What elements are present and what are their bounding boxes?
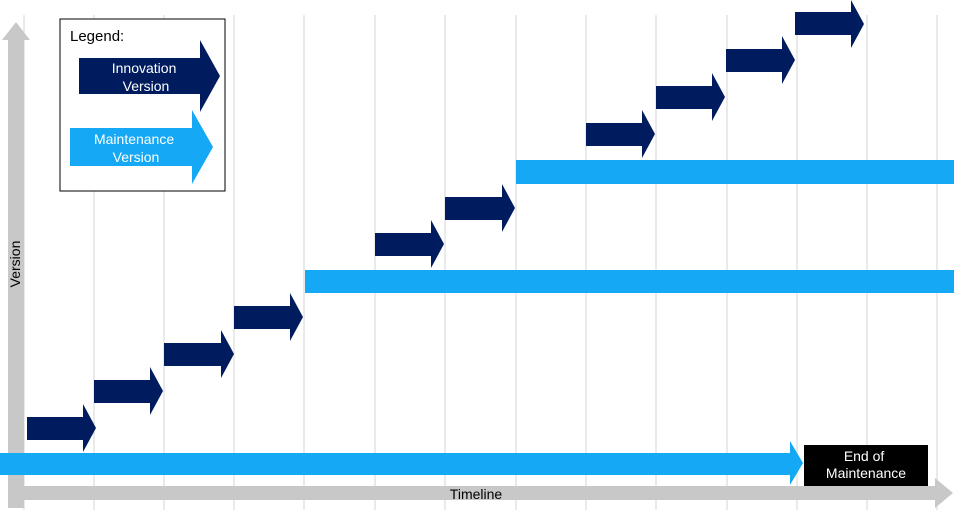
innovation-arrow [164,330,234,378]
legend-innovation-line1: Innovation [112,60,177,76]
y-axis [2,22,30,508]
legend-maintenance-arrow [70,110,213,184]
x-axis-arrow [8,478,953,508]
innovation-arrow [445,184,515,232]
innovation-arrow [586,110,655,158]
end-of-maintenance-label: End of Maintenance [826,448,906,481]
y-axis-arrow [2,22,30,508]
legend-maintenance-line1: Maintenance [94,131,174,147]
maintenance-versions [0,160,954,485]
maintenance-bar-1 [0,441,803,485]
innovation-arrow [27,404,96,452]
x-axis [8,478,953,508]
innovation-arrow [234,293,303,341]
end-of-maintenance-line2: Maintenance [826,465,906,481]
legend: Legend: Innovation Version Maintenance V… [59,18,226,192]
innovation-arrow [795,0,864,48]
legend-innovation-arrow [79,40,220,112]
gridlines [23,15,938,510]
legend-innovation-label: Innovation Version [112,60,181,94]
x-axis-label: Timeline [450,486,503,502]
maintenance-bar-2 [305,270,954,293]
innovation-arrow [656,73,725,121]
legend-title: Legend: [70,28,124,45]
y-axis-label: Version [7,241,23,288]
innovation-arrow [375,220,444,268]
legend-maintenance-line2: Version [113,149,160,165]
maintenance-bar-3 [516,160,954,184]
legend-innovation-line2: Version [123,78,170,94]
end-of-maintenance-box [804,445,928,486]
innovation-arrow [94,367,163,415]
innovation-arrow [726,36,795,84]
end-of-maintenance: End of Maintenance [804,445,928,486]
innovation-versions [27,0,864,452]
legend-maintenance-label: Maintenance Version [94,131,178,165]
end-of-maintenance-line1: End of [844,448,885,464]
